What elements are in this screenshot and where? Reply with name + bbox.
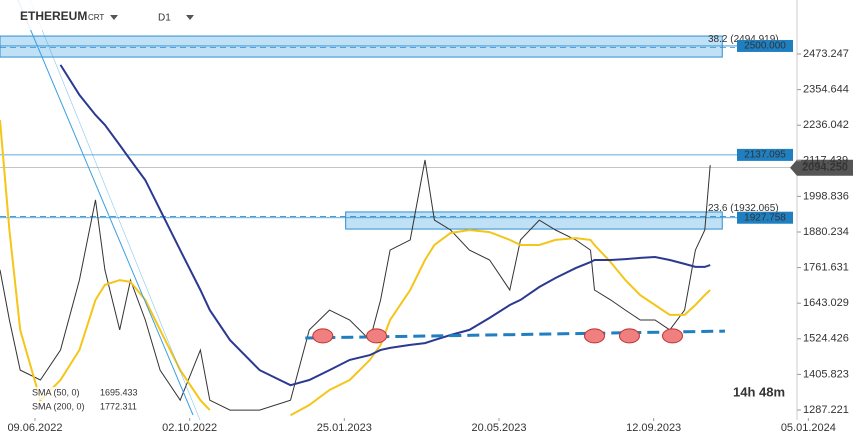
y-tick-label: 1287.221	[803, 404, 849, 416]
level-label-bg	[737, 39, 793, 52]
y-tick-label: 1998.836	[803, 190, 849, 202]
legend-name: SMA (50, 0)	[32, 387, 80, 397]
y-tick-label: 2473.247	[803, 48, 849, 60]
touch-marker	[366, 328, 388, 344]
y-tick-label: 1405.823	[803, 368, 849, 380]
trend-line	[17, 0, 194, 416]
level-label: 2500.000	[744, 41, 786, 52]
x-tick-label: 05.01.2024	[781, 422, 836, 434]
legend-name: SMA (200, 0)	[32, 401, 85, 411]
symbol[interactable]: ETHEREUM	[20, 9, 87, 23]
touch-marker	[583, 328, 605, 344]
legend-value: 1772.311	[100, 401, 137, 411]
y-tick-label: 2236.042	[803, 119, 849, 131]
zone	[0, 35, 723, 58]
y-tick-label: 1761.631	[803, 261, 849, 273]
zone	[345, 211, 723, 230]
y-tick-label: 1880.234	[803, 226, 849, 238]
dropdown-arrow[interactable]	[186, 15, 194, 20]
touch-marker	[662, 328, 683, 344]
price-label-bg	[790, 159, 853, 176]
y-tick-label: 1524.426	[803, 333, 849, 345]
timeframe[interactable]: D1	[158, 13, 171, 24]
x-tick-label: 20.05.2023	[471, 422, 526, 434]
level-label: 2137.095	[744, 150, 786, 161]
x-tick-label: 09.06.2022	[7, 422, 62, 434]
level-label-bg	[737, 211, 793, 224]
level-label-bg	[737, 148, 793, 161]
y-tick-label: 2117.439	[803, 155, 848, 167]
symbol-type: CRT	[88, 13, 104, 22]
legend-bg	[4, 401, 154, 414]
series-line	[0, 120, 711, 417]
plot-area	[0, 35, 797, 417]
touch-marker	[312, 328, 334, 344]
support-line	[305, 329, 725, 340]
dropdown-arrow[interactable]	[110, 15, 118, 20]
series-line	[59, 64, 711, 387]
fib-label: 38.2 (2494.919)	[708, 34, 779, 45]
series-line	[0, 159, 711, 411]
x-tick-label: 25.01.2023	[317, 422, 372, 434]
price-label: 2094.250	[802, 162, 848, 174]
timer: 14h 48m	[733, 384, 785, 399]
fib-label: 23.6 (1932.065)	[708, 203, 779, 214]
y-tick-label: 1643.029	[803, 297, 849, 309]
legend-bg	[4, 387, 154, 400]
x-tick-label: 12.09.2023	[626, 422, 681, 434]
touch-marker	[618, 328, 640, 344]
trend-line	[29, 0, 201, 421]
x-tick-label: 02.10.2022	[162, 422, 217, 434]
header-bg	[0, 0, 240, 30]
y-tick-label: 2354.644	[803, 83, 849, 95]
legend-value: 1695.433	[100, 387, 138, 397]
level-label: 1927.758	[744, 212, 786, 223]
